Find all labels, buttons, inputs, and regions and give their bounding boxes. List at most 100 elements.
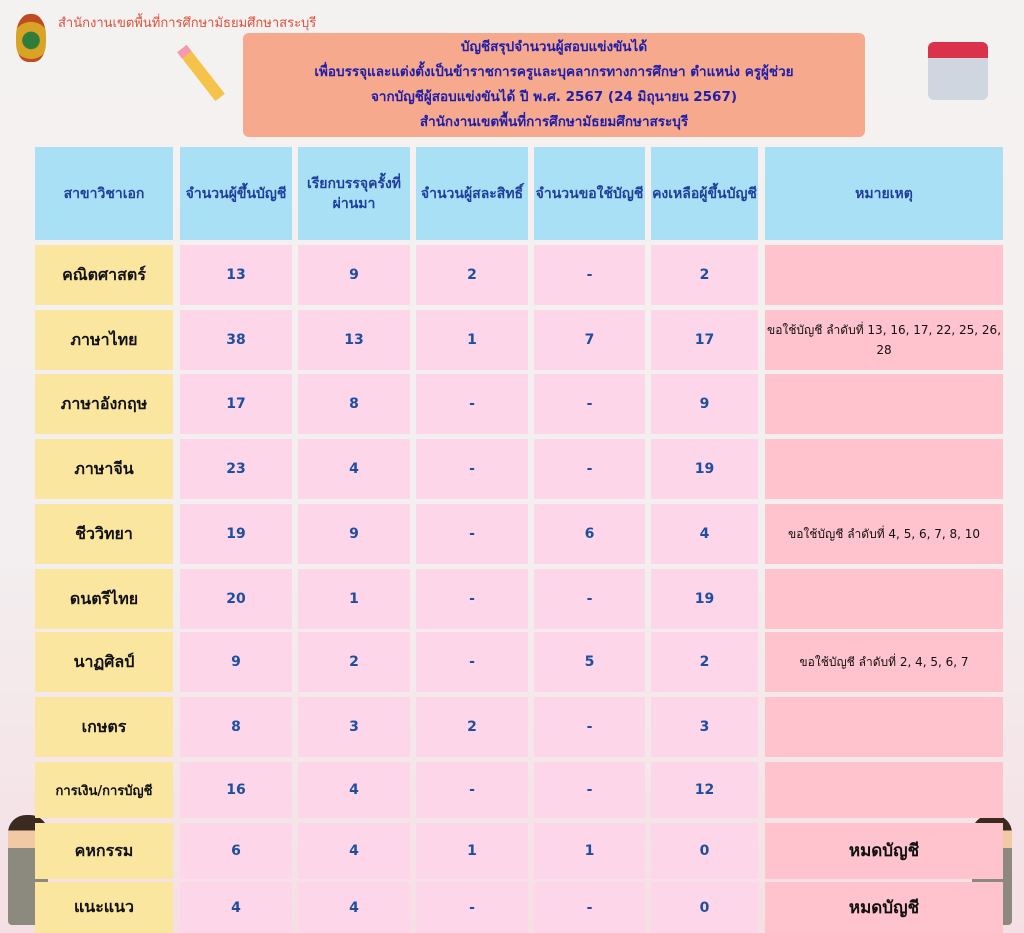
subject-cell: คหกรรม [35, 823, 173, 879]
note-cell [765, 374, 1003, 434]
value-cell-text: 2 [699, 267, 710, 283]
value-cell-text: - [586, 782, 593, 798]
title-line: บัญชีสรุปจำนวนผู้สอบแข่งขันได้ [460, 39, 648, 55]
value-cell: - [534, 245, 645, 305]
value-cell: - [534, 439, 645, 499]
value-cell-text: 3 [349, 719, 359, 735]
value-cell: 20 [180, 569, 292, 629]
subject-cell: การเงิน/การบัญชี [35, 762, 173, 818]
value-cell: 8 [180, 697, 292, 757]
subject-cell-text: ภาษาอังกฤษ [60, 393, 148, 413]
value-cell: - [416, 374, 528, 434]
value-cell-text: 6 [584, 526, 595, 542]
column-header-text: สาขาวิชาเอก [63, 185, 145, 202]
value-cell: 6 [534, 504, 645, 564]
title-line: เพื่อบรรจุและแต่งตั้งเป็นข้าราชการครูและ… [314, 64, 794, 80]
subject-cell: คณิตศาสตร์ [35, 245, 173, 305]
value-cell-text: 4 [699, 526, 710, 542]
value-cell: 1 [416, 823, 528, 879]
subject-cell: ดนตรีไทย [35, 569, 173, 629]
note-cell [765, 569, 1003, 629]
subject-cell: เกษตร [35, 697, 173, 757]
note-cell [765, 439, 1003, 499]
column-header-text: จำนวนผู้สละสิทธิ์ [420, 185, 524, 202]
value-cell-text: 9 [699, 396, 710, 412]
value-cell: - [534, 762, 645, 818]
pencil-icon [177, 44, 225, 102]
value-cell-text: - [469, 654, 475, 670]
value-cell: - [534, 697, 645, 757]
column-header: คงเหลือผู้ขึ้นบัญชี [651, 147, 758, 240]
value-cell-text: 2 [467, 719, 477, 735]
value-cell-text: - [469, 526, 475, 542]
column-header-text: เรียกบรรจุครั้งที่ผ่านมา [306, 175, 402, 212]
value-cell: - [416, 439, 528, 499]
subject-cell-text: การเงิน/การบัญชี [55, 783, 153, 799]
value-cell: 9 [298, 504, 410, 564]
value-cell-text: 4 [231, 899, 241, 916]
value-cell-text: 13 [226, 267, 246, 283]
value-cell-text: - [469, 591, 475, 607]
column-header: สาขาวิชาเอก [35, 147, 173, 240]
value-cell: - [534, 374, 645, 434]
value-cell-text: 16 [226, 782, 246, 798]
value-cell: 19 [180, 504, 292, 564]
value-cell-text: - [469, 899, 475, 916]
value-cell-text: - [469, 396, 475, 412]
value-cell-text: - [586, 899, 593, 916]
value-cell: - [416, 882, 528, 933]
value-cell-text: 4 [349, 461, 359, 477]
column-header: จำนวนผู้สละสิทธิ์ [416, 147, 528, 240]
subject-cell: ภาษาไทย [35, 310, 173, 370]
value-cell-text: 1 [467, 843, 477, 859]
note-cell-text: ขอใช้บัญชี ลำดับที่ 2, 4, 5, 6, 7 [799, 655, 969, 669]
value-cell: 17 [180, 374, 292, 434]
value-cell: 19 [651, 439, 758, 499]
note-cell: ขอใช้บัญชี ลำดับที่ 4, 5, 6, 7, 8, 10 [765, 504, 1003, 564]
value-cell-text: 9 [231, 654, 241, 670]
value-cell: 2 [416, 697, 528, 757]
value-cell: 3 [651, 697, 758, 757]
column-header-text: จำนวนขอใช้บัญชี [535, 185, 644, 202]
note-cell-text: หมดบัญชี [848, 841, 920, 861]
title-banner: บัญชีสรุปจำนวนผู้สอบแข่งขันได้ เพื่อบรรจ… [243, 33, 865, 137]
value-cell-text: 12 [694, 782, 715, 798]
value-cell-text: 17 [226, 396, 246, 412]
value-cell-text: 4 [349, 782, 359, 798]
note-cell [765, 245, 1003, 305]
value-cell: - [416, 504, 528, 564]
value-cell-text: 4 [349, 899, 359, 916]
column-header-text: หมายเหตุ [855, 185, 913, 202]
value-cell-text: 2 [467, 267, 477, 283]
value-cell: 7 [534, 310, 645, 370]
value-cell-text: 2 [699, 654, 710, 670]
subject-cell: ภาษาจีน [35, 439, 173, 499]
value-cell: - [416, 762, 528, 818]
subject-cell-text: คณิตศาสตร์ [62, 264, 146, 284]
column-header: หมายเหตุ [765, 147, 1003, 240]
value-cell-text: 38 [226, 332, 246, 348]
value-cell: 4 [298, 823, 410, 879]
value-cell: 1 [534, 823, 645, 879]
office-logo [16, 14, 46, 62]
value-cell-text: 13 [344, 332, 364, 348]
value-cell: - [416, 569, 528, 629]
value-cell-text: 0 [699, 843, 710, 859]
note-cell-text: ขอใช้บัญชี ลำดับที่ 4, 5, 6, 7, 8, 10 [787, 527, 981, 541]
value-cell: 2 [416, 245, 528, 305]
value-cell: 2 [298, 632, 410, 692]
value-cell-text: 17 [694, 332, 715, 348]
subject-cell: แนะแนว [35, 882, 173, 933]
subject-cell-text: ภาษาไทย [70, 329, 138, 349]
subject-cell-text: เกษตร [81, 716, 127, 736]
value-cell: 4 [180, 882, 292, 933]
title-line: จากบัญชีผู้สอบแข่งขันได้ ปี พ.ศ. 2567 (2… [370, 89, 738, 105]
value-cell: 6 [180, 823, 292, 879]
note-cell: ขอใช้บัญชี ลำดับที่ 2, 4, 5, 6, 7 [765, 632, 1003, 692]
value-cell: 3 [298, 697, 410, 757]
value-cell: 19 [651, 569, 758, 629]
note-cell: หมดบัญชี [765, 882, 1003, 933]
value-cell: 16 [180, 762, 292, 818]
value-cell: 9 [180, 632, 292, 692]
value-cell: 2 [651, 245, 758, 305]
